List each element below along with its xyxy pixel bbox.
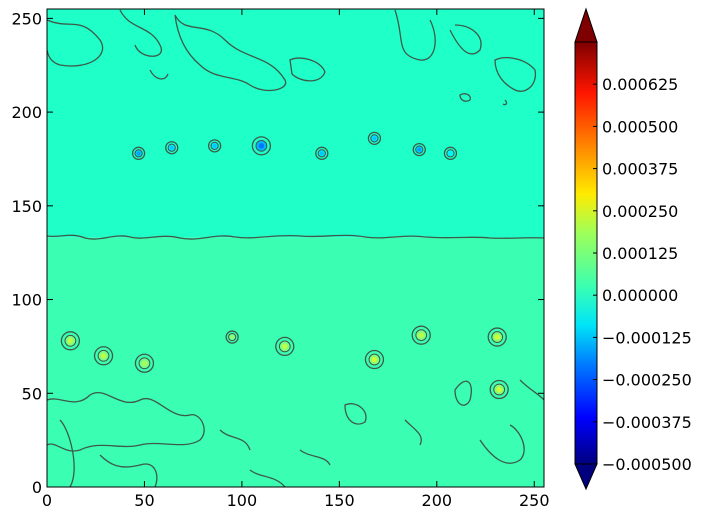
x-tick-label: 200 [422,491,453,510]
contour-feature [275,336,295,357]
contour-feature [489,379,509,400]
x-tick-label: 50 [134,491,154,510]
colorbar-tick-label: 0.000500 [602,117,678,136]
colorbar-tick-label: −0.000250 [602,371,692,390]
contour-feature [207,139,222,153]
contour-feature [60,331,81,351]
y-tick-label: 150 [11,197,42,216]
contour-feature [367,131,382,145]
contour-feature [165,141,179,155]
contour-feature [364,349,385,370]
y-tick-label: 0 [32,478,42,497]
y-tick-label: 100 [11,291,42,310]
colorbar-tick-label: −0.000500 [602,455,692,474]
y-axis: 0 50 100 150 200 250 [11,9,544,497]
region-1 [47,237,544,487]
x-axis: 0 50 100 150 200 250 [42,9,550,510]
colorbar-tick-label: 0.000625 [602,75,678,94]
contour-texture [47,9,544,487]
y-tick-label: 200 [11,103,42,122]
colorbar-extend-max [574,7,598,43]
colorbar-tick-label: 0.000375 [602,160,678,179]
colorbar-tick-label: −0.000125 [602,328,692,347]
x-tick-label: 0 [42,491,52,510]
colorbar-tick-label: 0.000125 [602,244,678,263]
y-tick-label: 50 [22,384,42,403]
colorbar-tick-label: −0.000375 [602,413,692,432]
x-tick-label: 250 [519,491,550,510]
contour-feature [411,325,431,345]
contour-feature [443,146,458,160]
x-tick-label: 150 [324,491,355,510]
plot-frame [46,8,545,488]
band-boundary-contour [47,234,544,240]
contour-feature [93,346,114,366]
x-tick-label: 100 [227,491,258,510]
contour-plot-area [47,9,544,487]
colorbar-extend-min [574,463,598,491]
colorbar: 0.000625 0.000500 0.000375 0.000250 0.000125… [574,7,692,491]
contour-feature [315,146,329,160]
colorbar-tick-label: 0.000250 [602,202,678,221]
contour-feature [251,136,272,156]
contour-feature [225,330,239,344]
colorbar-tick-label: 0.000000 [602,286,678,305]
contour-feature [487,327,507,347]
y-tick-label: 250 [11,9,42,28]
contour-feature [131,146,146,160]
contour-feature [412,142,426,157]
contour-feature [134,353,155,373]
region-0 [47,9,544,238]
